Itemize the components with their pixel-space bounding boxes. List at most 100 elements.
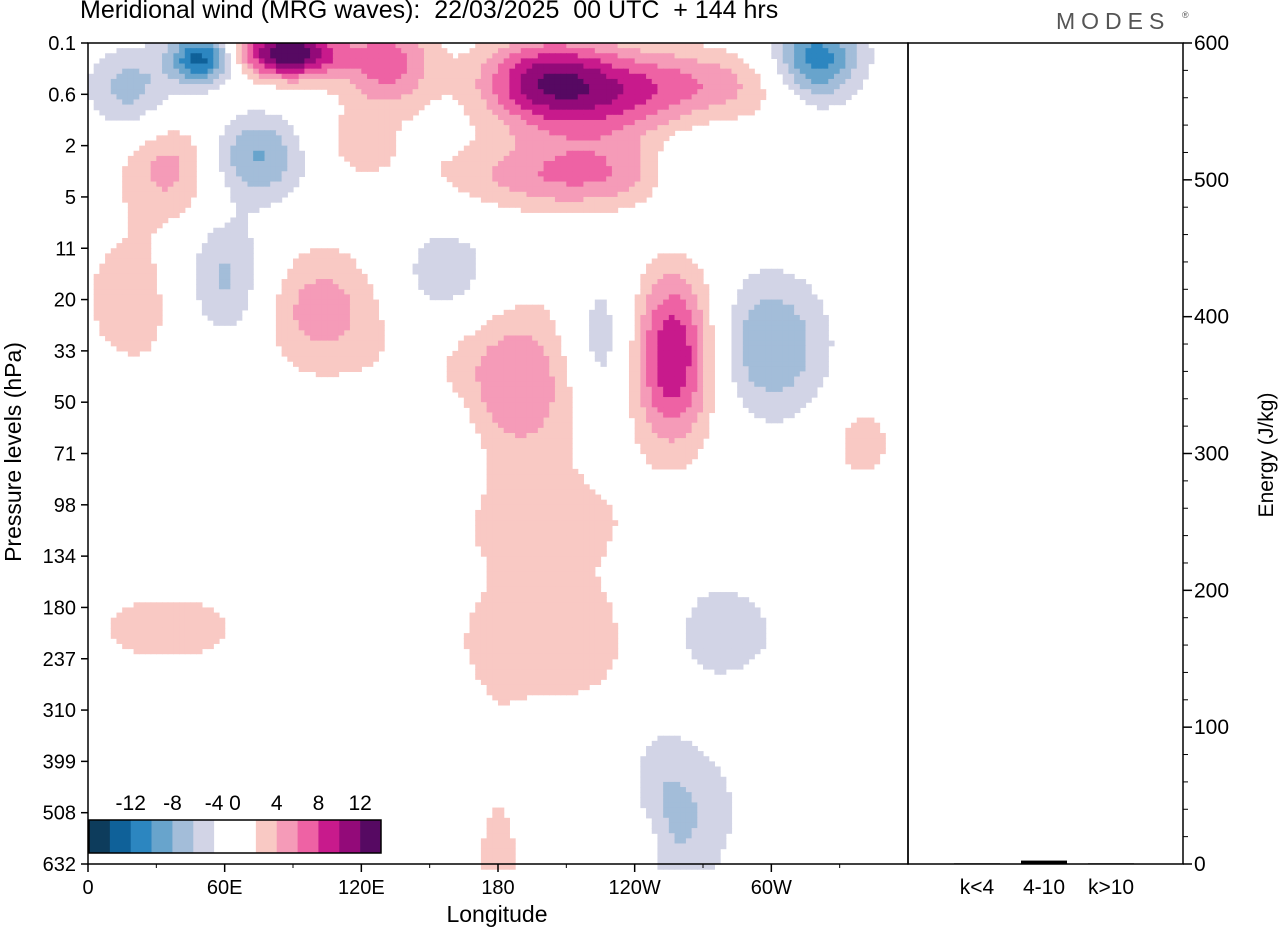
heat-cell (594, 314, 602, 321)
heat-cell (475, 68, 482, 75)
heat-cell (452, 356, 459, 362)
heat-cell (572, 176, 579, 183)
heat-cell (304, 299, 311, 306)
heat-cell (674, 402, 681, 408)
heat-cell (423, 273, 431, 280)
heat-cell (122, 109, 129, 116)
heat-cell (338, 68, 345, 75)
heat-cell (332, 345, 340, 352)
registered-mark: ® (1182, 10, 1189, 20)
heat-cell (594, 99, 602, 106)
heat-cell (657, 99, 664, 106)
heat-cell (697, 294, 704, 301)
heat-cell (384, 43, 391, 49)
heat-cell (782, 386, 790, 393)
heat-cell (127, 330, 135, 337)
heat-cell (828, 89, 835, 95)
heat-cell (816, 299, 824, 306)
heat-cell (492, 109, 499, 116)
heat-cell (640, 335, 647, 342)
heat-cell (156, 217, 163, 224)
heat-cell (122, 340, 129, 347)
heat-cell (236, 161, 243, 167)
heat-cell (344, 94, 351, 101)
heat-cell (241, 273, 249, 280)
heat-cell (452, 237, 459, 244)
heat-cell (572, 202, 579, 208)
heat-cell (640, 412, 647, 419)
heat-cell (623, 104, 630, 111)
heat-cell (264, 48, 271, 54)
heat-cell (492, 191, 499, 198)
heat-cell (355, 345, 362, 352)
heat-cell (236, 217, 243, 224)
heat-cell (646, 150, 653, 157)
heat-cell (503, 130, 510, 136)
heat-cell (777, 289, 784, 296)
heat-cell (361, 43, 368, 49)
heat-cell (566, 68, 573, 75)
heat-cell (799, 330, 807, 337)
heat-cell (777, 314, 784, 321)
heat-cell (361, 135, 368, 142)
heat-cell (754, 89, 761, 95)
heat-cell (674, 73, 681, 80)
heat-cell (611, 109, 619, 116)
heat-cell (611, 114, 619, 121)
heat-cell (697, 109, 704, 116)
heat-cell (338, 63, 345, 70)
heat-cell (480, 391, 488, 398)
heat-cell (498, 186, 505, 193)
heat-cell (338, 258, 345, 265)
heat-cell (293, 145, 300, 152)
heat-cell (771, 330, 778, 337)
heat-cell (777, 309, 784, 316)
heat-cell (640, 273, 647, 280)
heat-cell (144, 155, 152, 162)
heat-cell (657, 48, 664, 54)
heat-cell (304, 361, 311, 367)
heat-cell (554, 427, 562, 434)
heat-cell (224, 299, 231, 306)
heat-cell (452, 248, 459, 254)
heat-cell (127, 212, 135, 219)
heat-cell (361, 68, 368, 75)
heat-cell (640, 407, 647, 414)
heat-cell (224, 284, 231, 290)
heat-cell (480, 94, 488, 101)
heat-cell (537, 386, 545, 393)
heat-cell (788, 68, 795, 75)
heat-cell (833, 94, 841, 101)
heat-cell (577, 43, 585, 49)
heat-cell (520, 48, 528, 54)
heat-cell (526, 350, 533, 357)
heat-cell (771, 417, 778, 424)
heat-cell (680, 309, 687, 316)
heat-cell (179, 155, 186, 162)
heat-cell (634, 371, 641, 378)
heat-cell (566, 166, 573, 172)
heat-cell (184, 58, 192, 65)
heat-cell (634, 391, 641, 398)
heat-cell (207, 237, 214, 244)
heat-cell (583, 43, 590, 49)
heat-cell (298, 340, 305, 347)
heat-cell (475, 356, 482, 362)
heat-cell (275, 294, 283, 301)
heat-cell (617, 94, 624, 101)
heat-cell (560, 361, 567, 367)
heat-cell (503, 166, 510, 172)
heat-cell (275, 181, 283, 188)
heat-cell (452, 68, 459, 75)
heat-cell (742, 356, 750, 362)
heat-cell (355, 130, 362, 136)
heat-cell (463, 350, 471, 357)
heat-cell (179, 196, 186, 203)
heat-cell (127, 237, 135, 244)
heat-cell (554, 186, 562, 193)
heat-cell (281, 330, 288, 337)
heat-cell (532, 397, 539, 403)
heat-cell (99, 68, 106, 75)
heat-cell (572, 171, 579, 178)
heat-cell (515, 161, 522, 167)
